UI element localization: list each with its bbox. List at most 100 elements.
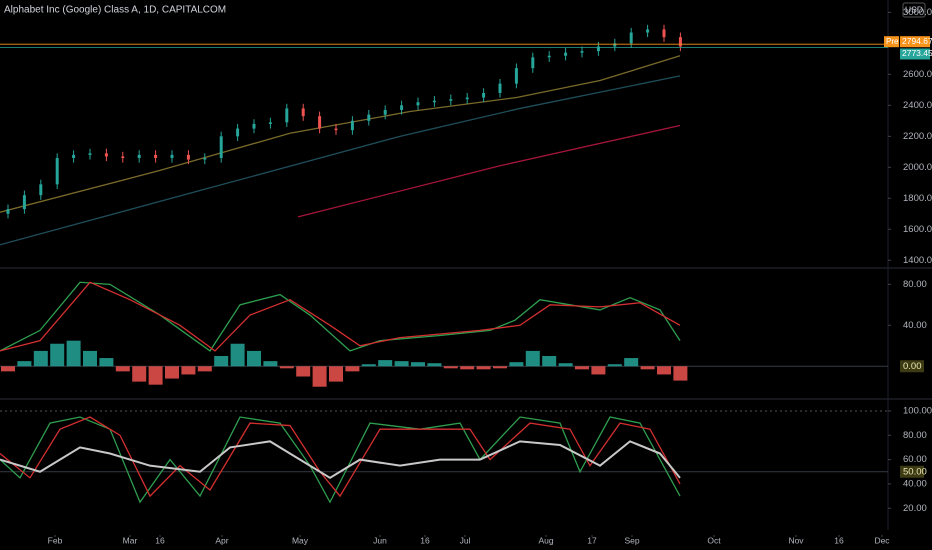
candle-body	[55, 158, 59, 185]
histogram-bar	[115, 366, 130, 372]
histogram-bar	[657, 366, 671, 375]
candle-body	[203, 158, 207, 160]
y-tick-label: 3000.00	[903, 7, 932, 18]
candle-body	[170, 154, 174, 159]
tick-highlight	[900, 360, 924, 373]
price-tag-box	[884, 36, 899, 48]
x-tick-label: Mar	[123, 535, 138, 545]
x-tick-label: Jul	[460, 535, 471, 545]
histogram-bar	[247, 350, 261, 367]
y-tick-label: 2400.00	[903, 100, 932, 111]
x-tick-label: 16	[155, 535, 165, 545]
histogram-bar	[329, 366, 343, 382]
x-tick-label: Dec	[874, 535, 890, 545]
candle-body	[629, 32, 633, 44]
histogram-bar	[525, 350, 540, 367]
tick-highlight	[900, 465, 924, 478]
candle-body	[400, 105, 404, 110]
histogram-bar	[673, 366, 688, 381]
y-tick-label: 80.00	[903, 430, 927, 441]
x-tick-label: Oct	[707, 535, 721, 545]
price-label: 2773.45	[902, 48, 932, 58]
histogram-bar	[66, 340, 81, 367]
x-tick-label: Jun	[373, 535, 387, 545]
histogram-bar	[476, 366, 491, 370]
y-tick-label: 0.00	[903, 361, 922, 372]
candle-body	[465, 97, 469, 100]
x-tick-label: 16	[420, 535, 430, 545]
candle-body	[72, 154, 76, 159]
candle-body	[514, 68, 518, 84]
candle-body	[383, 109, 387, 115]
price-label: 2794.67	[902, 36, 932, 46]
histogram-bar	[493, 366, 507, 369]
y-tick-label: 60.00	[903, 454, 927, 465]
indicator-line	[0, 416, 681, 498]
indicator-line	[0, 281, 681, 352]
histogram-bar	[197, 366, 212, 372]
histogram-bar	[181, 366, 196, 375]
candle-body	[22, 195, 26, 210]
histogram-bar	[1, 366, 15, 372]
candle-body	[580, 51, 584, 53]
price-tag: Pre	[886, 37, 899, 46]
histogram-bar	[443, 366, 458, 369]
candle-body	[252, 123, 256, 129]
candle-body	[285, 108, 289, 123]
candle-body	[236, 128, 240, 137]
x-tick-label: Aug	[538, 535, 553, 545]
x-tick-label: 16	[834, 535, 844, 545]
candle-body	[662, 29, 666, 38]
y-tick-label: 2600.00	[903, 69, 932, 80]
currency-box	[902, 2, 926, 18]
histogram-bar	[591, 366, 606, 375]
histogram-bar	[230, 343, 245, 367]
candle-body	[416, 102, 420, 106]
candle-body	[318, 116, 322, 129]
x-tick-label: Apr	[215, 535, 228, 545]
indicator-line	[0, 416, 681, 504]
y-tick-label: 50.00	[903, 466, 927, 477]
candle-body	[39, 184, 43, 196]
histogram-bar	[263, 361, 278, 367]
currency: USD	[905, 4, 923, 14]
y-tick-label: 2200.00	[903, 131, 932, 142]
histogram-bar	[361, 364, 376, 367]
indicator-line	[0, 440, 681, 480]
x-tick-label: May	[292, 535, 309, 545]
candle-body	[596, 46, 600, 52]
histogram-bar	[312, 366, 327, 387]
histogram-bar	[427, 363, 442, 367]
histogram-bar	[296, 366, 311, 377]
candle-body	[301, 108, 305, 117]
y-tick-label: 80.00	[903, 279, 927, 290]
candle-body	[613, 43, 617, 47]
histogram-bar	[17, 361, 32, 367]
candle-body	[547, 55, 551, 58]
candle-body	[367, 114, 371, 121]
candle-body	[678, 37, 682, 47]
candle-body	[137, 154, 141, 159]
x-tick-label: Sep	[624, 535, 639, 545]
candle-body	[482, 92, 486, 98]
histogram-bar	[411, 362, 425, 367]
histogram-bar	[394, 361, 409, 367]
histogram-bar	[460, 366, 475, 370]
histogram-bar	[132, 366, 147, 382]
price-label-box	[900, 36, 930, 48]
y-tick-label: 40.00	[903, 320, 927, 331]
histogram-bar	[640, 366, 655, 370]
candle-body	[154, 154, 158, 159]
candle-body	[449, 99, 453, 101]
indicator-line	[297, 124, 681, 218]
histogram-bar	[378, 360, 393, 367]
histogram-bar	[509, 362, 524, 367]
histogram-bar	[148, 366, 163, 385]
candle-body	[219, 136, 223, 159]
y-tick-label: 100.00	[903, 405, 932, 416]
candle-body	[104, 153, 108, 157]
histogram-bar	[99, 358, 114, 367]
histogram-bar	[83, 350, 97, 367]
